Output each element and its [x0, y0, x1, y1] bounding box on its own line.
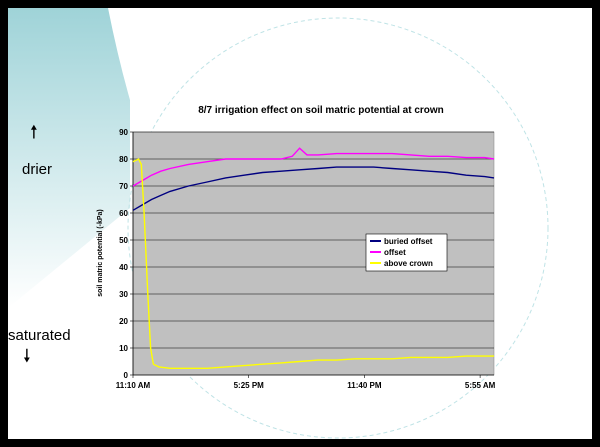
drier-label: drier — [22, 161, 53, 178]
series-line-above-crown — [132, 158, 494, 369]
legend-label-offset: offset — [384, 248, 406, 257]
y-axis-label: soil matric potential (-kPa) — [97, 209, 104, 297]
series-line-offset — [132, 147, 495, 187]
chart-title: 8/7 irrigation effect on soil matric pot… — [198, 105, 444, 116]
legend-label-above-crown: above crown — [384, 259, 433, 268]
y-tick-label: 70 — [119, 182, 128, 191]
saturated-arrow-down-icon: 🠗 — [23, 346, 31, 366]
y-tick-label: 30 — [119, 290, 128, 299]
y-tick-label: 60 — [119, 209, 128, 218]
y-tick-label: 50 — [119, 236, 128, 245]
series-line-buried-offset — [132, 166, 495, 211]
chart: 8/7 irrigation effect on soil matric pot… — [97, 105, 496, 390]
y-tick-label: 20 — [119, 317, 128, 326]
y-tick-label: 40 — [119, 263, 128, 272]
x-tick-label: 11:10 AM — [116, 381, 151, 390]
x-tick-label: 11:40 PM — [347, 381, 382, 390]
legend: buried offset offset above crown — [365, 233, 448, 272]
y-tick-label: 0 — [124, 371, 129, 380]
dashed-circle-decoration — [127, 17, 549, 439]
slide: 🠕 drier saturated 🠗 8/7 irrigation effec… — [8, 8, 592, 439]
drier-arrow-up-icon: 🠕 — [30, 122, 38, 142]
saturated-label: saturated — [8, 327, 71, 344]
x-tick-label: 5:25 PM — [234, 381, 265, 390]
y-tick-label: 80 — [119, 155, 128, 164]
teal-corner-shape — [8, 8, 130, 308]
y-tick-label: 10 — [119, 344, 128, 353]
legend-label-buried-offset: buried offset — [384, 237, 433, 246]
slide-decoration — [8, 8, 549, 439]
y-tick-label: 90 — [119, 128, 128, 137]
x-tick-label: 5:55 AM — [465, 381, 496, 390]
